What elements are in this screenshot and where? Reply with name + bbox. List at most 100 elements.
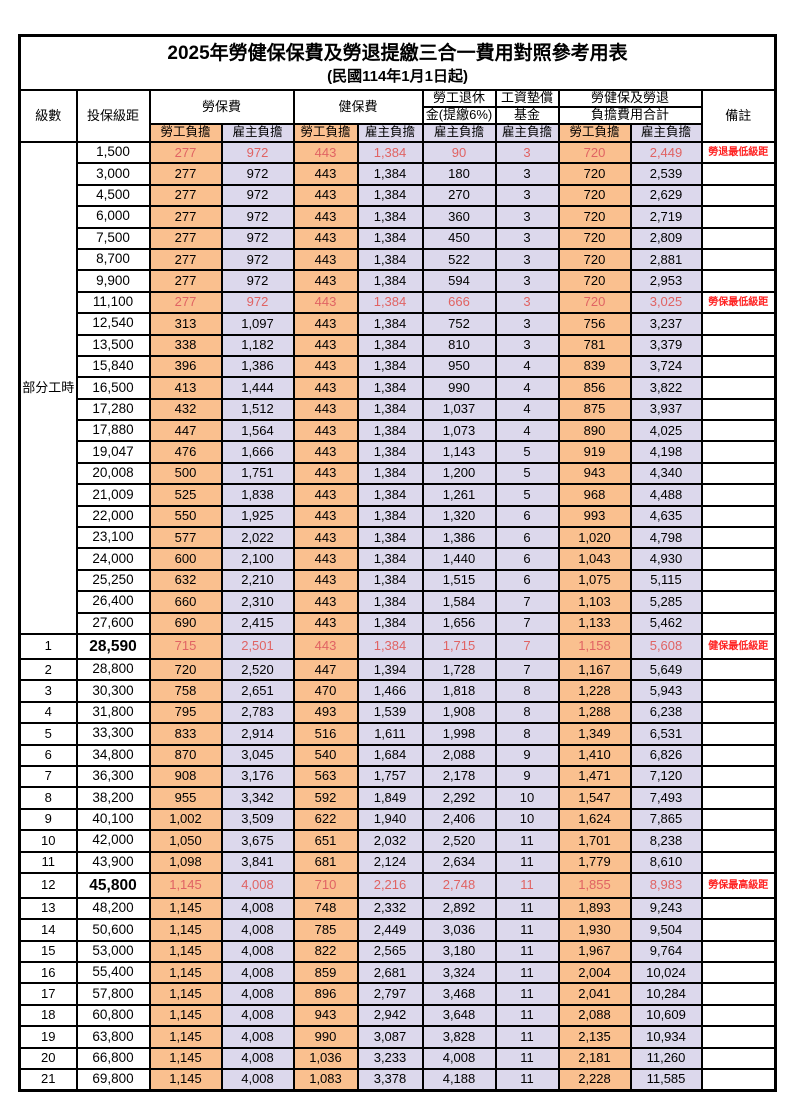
cell-health-employee: 540 xyxy=(292,743,359,767)
cell-total-employer: 2,629 xyxy=(629,183,703,208)
cell-labor-employer: 2,022 xyxy=(220,526,295,550)
cell-labor-employer: 3,176 xyxy=(220,764,295,789)
cell-health-employer: 2,942 xyxy=(356,1003,424,1028)
cell-health-employer: 3,378 xyxy=(356,1067,424,1092)
cell-health-employer: 1,384 xyxy=(356,483,424,507)
cell-labor-employee: 277 xyxy=(148,226,223,250)
table-row: 24,000 600 2,100 443 1,384 1,440 6 1,043 4,930 xyxy=(20,547,777,571)
cell-bracket: 55,400 xyxy=(75,961,151,985)
cell-total-employee: 890 xyxy=(557,419,632,443)
cell-level: 7 xyxy=(18,764,78,789)
table-row: 11 43,900 1,098 3,841 681 2,124 2,634 11 1,779 8,… xyxy=(18,850,777,874)
cell-health-employee: 896 xyxy=(292,982,359,1006)
cell-total-employer: 4,798 xyxy=(629,526,703,550)
table-row: 2 28,800 720 2,520 447 1,394 1,728 7 1,167 5,649 xyxy=(18,657,777,682)
cell-health-employer: 2,124 xyxy=(356,850,424,874)
cell-pension-employer: 1,200 xyxy=(421,461,497,486)
cell-remark xyxy=(700,743,777,767)
cell-pension-employer: 270 xyxy=(421,183,497,208)
table-row: 4 31,800 795 2,783 493 1,539 1,908 8 1,288 6,238 xyxy=(18,700,777,725)
cell-labor-employer: 4,008 xyxy=(220,871,295,899)
cell-health-employee: 651 xyxy=(292,829,359,853)
cell-bracket: 57,800 xyxy=(75,982,151,1006)
cell-total-employee: 2,228 xyxy=(557,1067,632,1092)
subheader-labor-employer: 雇主負擔 xyxy=(220,123,295,143)
table-row: 3 30,300 758 2,651 470 1,466 1,818 8 1,228 5,943 xyxy=(18,679,777,703)
cell-fund-employer: 3 xyxy=(494,269,560,293)
table-row: 12 45,800 1,145 4,008 710 2,216 2,748 11 1,855 8,… xyxy=(18,871,777,899)
cell-remark xyxy=(700,939,777,964)
cell-labor-employee: 690 xyxy=(148,611,223,636)
cell-remark: 勞保最高級距 xyxy=(700,871,777,899)
cell-bracket: 22,000 xyxy=(75,504,151,529)
cell-labor-employee: 1,145 xyxy=(148,961,223,985)
cell-level: 2 xyxy=(18,657,78,682)
cell-health-employer: 1,384 xyxy=(356,547,424,571)
col-header-bracket: 投保級距 xyxy=(75,89,151,143)
cell-health-employer: 1,384 xyxy=(356,140,424,165)
cell-health-employer: 1,384 xyxy=(356,226,424,250)
premium-table: 2025年勞健保保費及勞退提繳三合一費用對照參考用表 (民國114年1月1日起)… xyxy=(18,34,778,1092)
cell-total-employer: 7,493 xyxy=(629,786,703,810)
cell-labor-employee: 1,145 xyxy=(148,918,223,942)
cell-labor-employee: 720 xyxy=(148,657,223,682)
cell-total-employer: 3,937 xyxy=(629,397,703,422)
cell-pension-employer: 3,828 xyxy=(421,1025,497,1049)
cell-labor-employee: 1,145 xyxy=(148,896,223,921)
cell-bracket: 25,250 xyxy=(75,568,151,593)
table-row: 16 55,400 1,145 4,008 859 2,681 3,324 11 2,004 10… xyxy=(18,961,777,985)
cell-total-employee: 1,471 xyxy=(557,764,632,789)
cell-health-employee: 443 xyxy=(292,205,359,229)
cell-bracket: 8,700 xyxy=(75,247,151,272)
cell-fund-employer: 6 xyxy=(494,547,560,571)
cell-pension-employer: 2,178 xyxy=(421,764,497,789)
cell-health-employee: 443 xyxy=(292,247,359,272)
cell-pension-employer: 1,656 xyxy=(421,611,497,636)
cell-total-employee: 1,893 xyxy=(557,896,632,921)
cell-labor-employee: 277 xyxy=(148,290,223,315)
cell-remark: 健保最低級距 xyxy=(700,632,777,660)
cell-fund-employer: 4 xyxy=(494,397,560,422)
cell-fund-employer: 7 xyxy=(494,590,560,614)
cell-pension-employer: 90 xyxy=(421,140,497,165)
cell-health-employer: 2,449 xyxy=(356,918,424,942)
table-row: 13,500 338 1,182 443 1,384 810 3 781 3,379 xyxy=(20,333,777,357)
col-header-total-bottom: 負擔費用合計 xyxy=(557,106,703,125)
cell-total-employer: 11,260 xyxy=(629,1046,703,1071)
cell-health-employee: 443 xyxy=(292,183,359,208)
cell-health-employee: 443 xyxy=(292,397,359,422)
cell-total-employer: 2,449 xyxy=(629,140,703,165)
cell-health-employer: 1,384 xyxy=(356,354,424,379)
cell-labor-employee: 277 xyxy=(148,247,223,272)
table-row: 12,540 313 1,097 443 1,384 752 3 756 3,237 xyxy=(20,312,777,336)
cell-pension-employer: 1,728 xyxy=(421,657,497,682)
cell-labor-employee: 833 xyxy=(148,722,223,746)
cell-total-employer: 9,243 xyxy=(629,896,703,921)
cell-bracket: 27,600 xyxy=(75,611,151,636)
cell-pension-employer: 1,818 xyxy=(421,679,497,703)
cell-labor-employee: 908 xyxy=(148,764,223,789)
cell-labor-employee: 660 xyxy=(148,590,223,614)
cell-bracket: 50,600 xyxy=(75,918,151,942)
cell-remark xyxy=(700,162,777,186)
cell-fund-employer: 11 xyxy=(494,850,560,874)
cell-remark xyxy=(700,1067,777,1092)
subheader-fund-employer: 雇主負擔 xyxy=(494,123,560,143)
cell-bracket: 21,009 xyxy=(75,483,151,507)
cell-remark xyxy=(700,526,777,550)
cell-pension-employer: 2,892 xyxy=(421,896,497,921)
cell-fund-employer: 10 xyxy=(494,786,560,810)
cell-fund-employer: 11 xyxy=(494,1067,560,1092)
cell-total-employer: 6,531 xyxy=(629,722,703,746)
cell-health-employer: 1,757 xyxy=(356,764,424,789)
cell-pension-employer: 1,515 xyxy=(421,568,497,593)
cell-remark xyxy=(700,419,777,443)
cell-remark xyxy=(700,590,777,614)
cell-labor-employee: 632 xyxy=(148,568,223,593)
cell-pension-employer: 360 xyxy=(421,205,497,229)
cell-total-employee: 2,088 xyxy=(557,1003,632,1028)
cell-labor-employee: 955 xyxy=(148,786,223,810)
cell-remark xyxy=(700,354,777,379)
cell-bracket: 43,900 xyxy=(75,850,151,874)
cell-pension-employer: 3,468 xyxy=(421,982,497,1006)
